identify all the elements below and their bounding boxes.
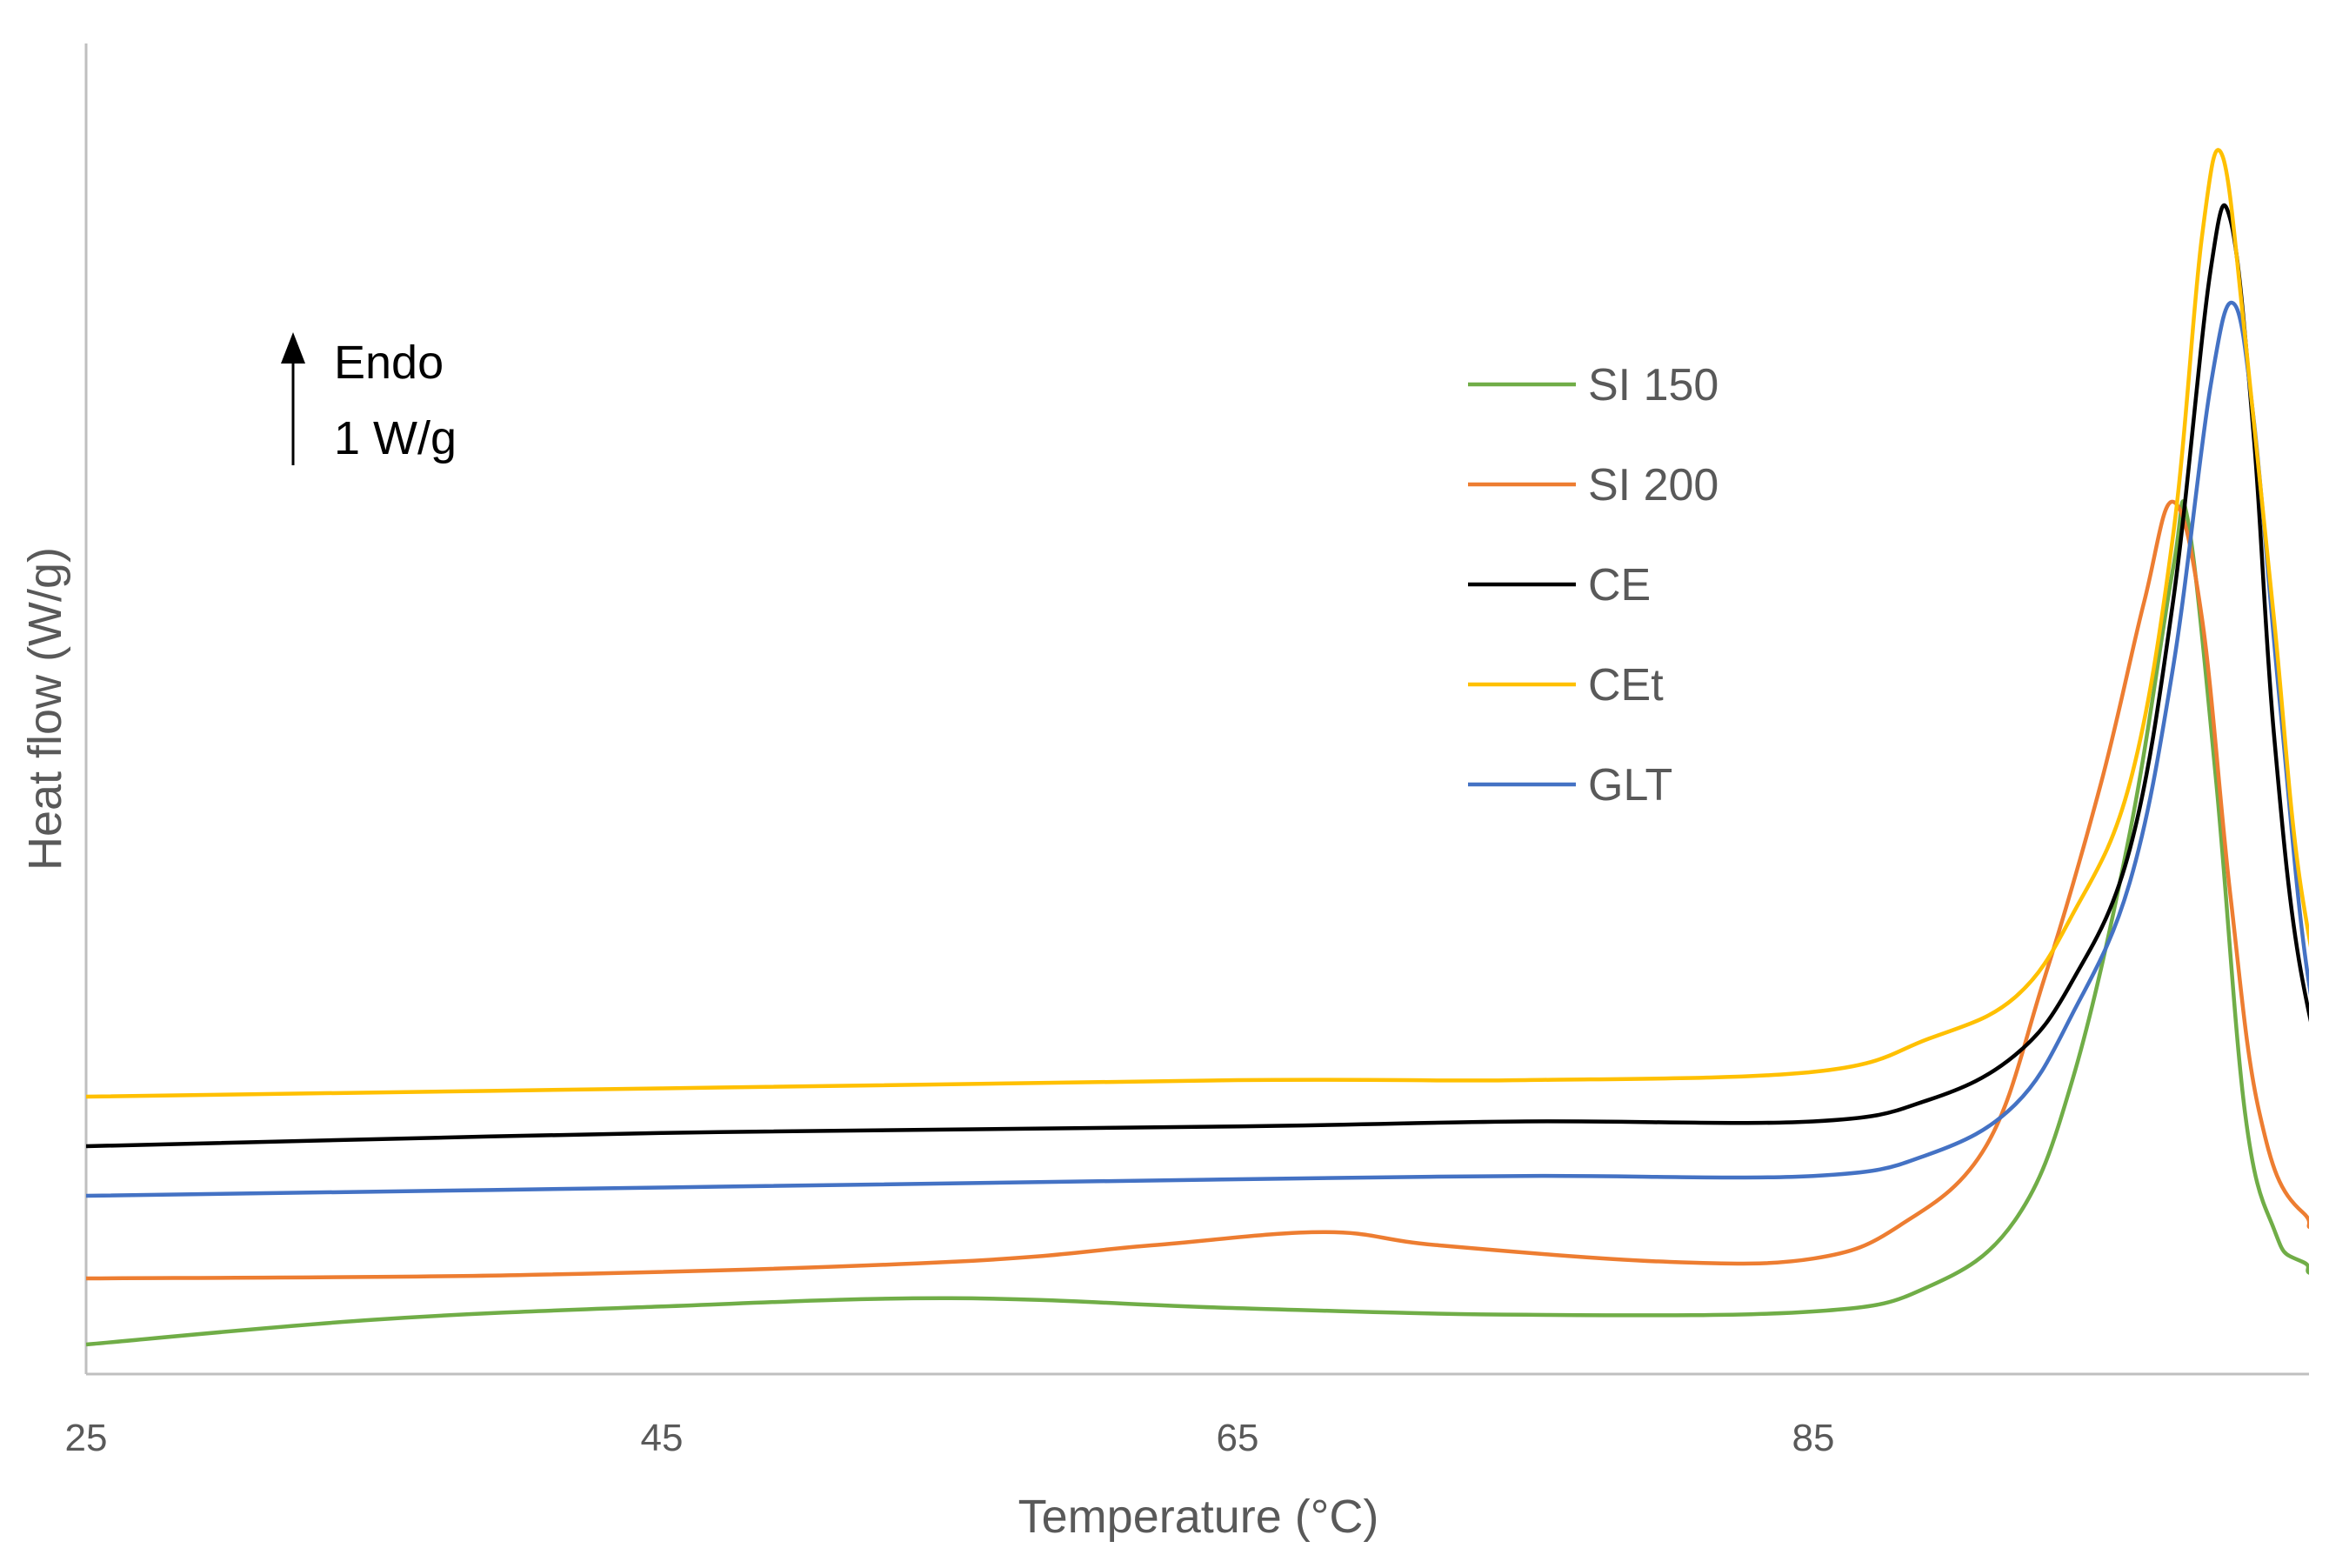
series-line-si-150 xyxy=(86,499,2309,1347)
endo-arrow-head-icon xyxy=(281,332,305,364)
legend-label: SI 200 xyxy=(1588,460,1718,510)
legend-label: CEt xyxy=(1588,660,1664,711)
endo-label: Endo xyxy=(334,337,444,389)
scale-label: 1 W/g xyxy=(334,412,457,464)
x-tick-label: 85 xyxy=(1792,1417,1835,1459)
x-tick-label: 45 xyxy=(641,1417,684,1459)
series-line-si-200 xyxy=(86,499,2309,1281)
endo-annotation: Endo 1 W/g xyxy=(281,332,457,465)
legend-label: CE xyxy=(1588,560,1651,611)
x-tick-label: 25 xyxy=(65,1417,108,1459)
x-tick-labels: 25456585105125145165 xyxy=(65,1417,1835,1459)
y-axis-title: Heat flow (W/g) xyxy=(19,547,71,871)
x-axis-title: Temperature (°C) xyxy=(1018,1491,1379,1543)
series-line-ce xyxy=(86,203,2309,1149)
x-tick-label: 65 xyxy=(1217,1417,1259,1459)
legend: SI 150 SI 200 CE CEt GLT xyxy=(1468,360,1718,811)
series-line-cet xyxy=(86,148,2309,1099)
series-line-glt xyxy=(86,300,2309,1198)
legend-label: GLT xyxy=(1588,760,1672,811)
legend-label: SI 150 xyxy=(1588,360,1718,410)
series-layer xyxy=(86,148,2309,1347)
